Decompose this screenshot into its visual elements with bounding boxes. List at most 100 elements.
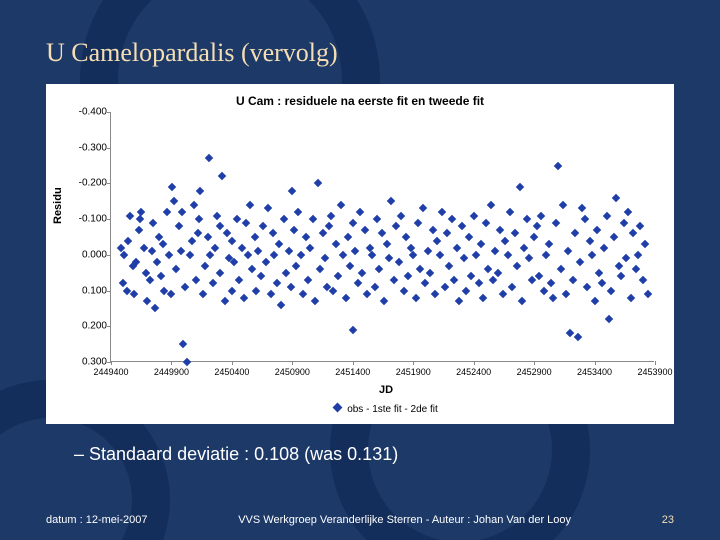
data-point (240, 293, 248, 301)
data-point (472, 251, 480, 259)
x-tick-label: 2451400 (335, 367, 370, 377)
data-point (216, 222, 224, 230)
x-tick-label: 2453400 (577, 367, 612, 377)
data-point (153, 258, 161, 266)
y-tick-label: 0.300 (63, 357, 107, 368)
data-point (564, 247, 572, 255)
data-point (482, 218, 490, 226)
data-point (523, 215, 531, 223)
data-point (346, 261, 354, 269)
y-tick-label: 0.200 (63, 321, 107, 332)
data-point (130, 290, 138, 298)
data-point (205, 154, 213, 162)
data-point (313, 179, 321, 187)
data-point (252, 286, 260, 294)
data-point (491, 247, 499, 255)
data-point (248, 265, 256, 273)
data-point (178, 208, 186, 216)
data-point (251, 233, 259, 241)
data-point (474, 279, 482, 287)
data-point (641, 240, 649, 248)
data-point (598, 279, 606, 287)
data-point (120, 251, 128, 259)
data-point (544, 240, 552, 248)
data-point (438, 208, 446, 216)
data-point (339, 251, 347, 259)
data-point (467, 272, 475, 280)
data-point (462, 286, 470, 294)
data-point (259, 222, 267, 230)
data-point (179, 340, 187, 348)
legend-text: obs - 1ste fit - 2de fit (347, 404, 438, 415)
data-point (228, 286, 236, 294)
data-point (445, 261, 453, 269)
data-point (311, 297, 319, 305)
data-point (612, 193, 620, 201)
bullet-stddev: – Standaard deviatie : 0.108 (was 0.131) (74, 444, 674, 465)
y-tick-label: 0.100 (63, 285, 107, 296)
data-point (124, 236, 132, 244)
data-point (511, 229, 519, 237)
plot-area: -0.400-0.300-0.200-0.1000.0000.1000.2000… (110, 112, 654, 362)
data-point (246, 201, 254, 209)
data-point (532, 222, 540, 230)
data-point (619, 218, 627, 226)
data-point (363, 290, 371, 298)
data-point (167, 290, 175, 298)
data-point (460, 254, 468, 262)
data-point (264, 204, 272, 212)
data-point (208, 279, 216, 287)
data-point (477, 240, 485, 248)
data-point (443, 229, 451, 237)
data-point (172, 265, 180, 273)
data-point (176, 247, 184, 255)
data-point (581, 215, 589, 223)
x-tick-label: 2451900 (396, 367, 431, 377)
data-point (404, 272, 412, 280)
data-point (191, 276, 199, 284)
chart-legend: obs - 1ste fit - 2de fit (110, 404, 662, 415)
data-point (486, 201, 494, 209)
data-point (382, 240, 390, 248)
data-point (636, 222, 644, 230)
data-point (375, 265, 383, 273)
data-point (484, 265, 492, 273)
data-point (595, 268, 603, 276)
data-point (571, 229, 579, 237)
data-point (378, 229, 386, 237)
slide-title: U Camelopardalis (vervolg) (46, 38, 674, 68)
data-point (243, 251, 251, 259)
data-point (306, 243, 314, 251)
data-point (349, 218, 357, 226)
footer-date: datum : 12-mei-2007 (46, 514, 148, 526)
x-tick-label: 2449400 (93, 367, 128, 377)
data-point (426, 268, 434, 276)
data-point (624, 208, 632, 216)
data-point (287, 186, 295, 194)
data-point (242, 218, 250, 226)
data-point (356, 208, 364, 216)
data-point (450, 276, 458, 284)
data-point (282, 268, 290, 276)
data-point (170, 197, 178, 205)
data-point (218, 172, 226, 180)
data-point (576, 258, 584, 266)
data-point (525, 254, 533, 262)
data-point (327, 211, 335, 219)
data-point (520, 243, 528, 251)
plot-wrap: -0.400-0.300-0.200-0.1000.0000.1000.2000… (110, 112, 654, 362)
data-point (440, 283, 448, 291)
data-point (489, 276, 497, 284)
data-point (588, 251, 596, 259)
y-tick-label: -0.400 (63, 107, 107, 118)
data-point (257, 272, 265, 280)
data-point (361, 226, 369, 234)
data-point (196, 186, 204, 194)
data-point (199, 290, 207, 298)
data-point (230, 258, 238, 266)
data-point (469, 211, 477, 219)
data-point (610, 233, 618, 241)
data-point (465, 233, 473, 241)
data-point (411, 293, 419, 301)
data-point (496, 226, 504, 234)
